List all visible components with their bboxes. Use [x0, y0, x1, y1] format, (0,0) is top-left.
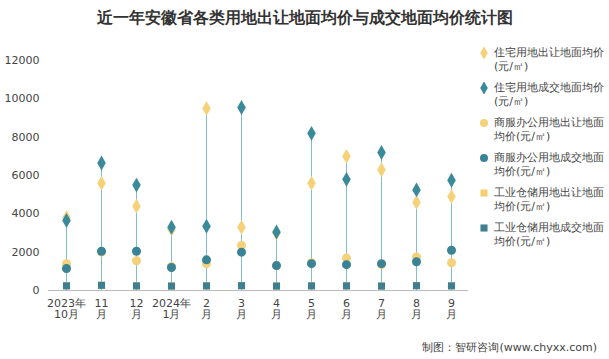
svg-text:7月: 7月 [376, 297, 387, 321]
svg-text:4月: 4月 [271, 297, 282, 321]
html-text:商服办公用地出让地面均价(元/㎡): 商服办公用地出让地面均价(元/㎡) [494, 116, 604, 143]
svg-text:3月: 3月 [236, 297, 247, 321]
svg-text:5月: 5月 [306, 297, 317, 321]
html-text:工业仓储用地出让地面均价(元/㎡): 工业仓储用地出让地面均价(元/㎡) [494, 186, 604, 213]
svg-text:6000: 6000 [12, 169, 40, 182]
svg-text:4000: 4000 [12, 207, 40, 220]
svg-text:2月: 2月 [201, 297, 212, 321]
svg-text:12000: 12000 [5, 54, 40, 67]
svg-text:12月: 12月 [130, 297, 144, 321]
svg-text:9月: 9月 [446, 297, 457, 321]
html-text:住宅用地成交地面均价(元/㎡): 住宅用地成交地面均价(元/㎡) [494, 81, 604, 108]
svg-text:0: 0 [33, 284, 40, 297]
svg-text:11月: 11月 [95, 297, 109, 321]
svg-text:2024年1月: 2024年1月 [152, 297, 191, 321]
svg-text:2000: 2000 [12, 246, 40, 259]
svg-text:2023年10月: 2023年10月 [47, 297, 86, 321]
html-text:工业仓储用地成交地面均价(元/㎡): 工业仓储用地成交地面均价(元/㎡) [494, 221, 604, 248]
svg-text:8000: 8000 [12, 131, 40, 144]
html-text:近一年安徽省各类用地出让地面均价与成交地面均价统计图: 近一年安徽省各类用地出让地面均价与成交地面均价统计图 [96, 8, 513, 27]
svg-text:10000: 10000 [5, 92, 40, 105]
html-text:住宅用地出让地面均价(元/㎡): 住宅用地出让地面均价(元/㎡) [494, 46, 604, 73]
html-text:商服办公用地成交地面均价(元/㎡): 商服办公用地成交地面均价(元/㎡) [494, 151, 604, 178]
svg-text:6月: 6月 [341, 297, 352, 321]
svg-text:8月: 8月 [411, 297, 422, 321]
html-text:制图：智研咨询(www.chyxx.com): 制图：智研咨询(www.chyxx.com) [422, 341, 597, 354]
